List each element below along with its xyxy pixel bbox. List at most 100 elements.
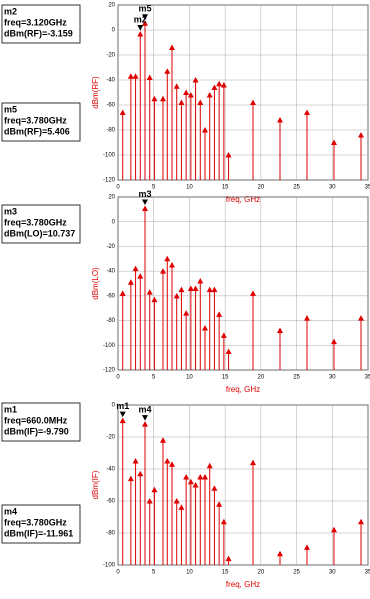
stem-head [178,99,185,105]
x-tick-label: 30 [329,375,336,381]
stem-head [216,501,223,507]
stem-head [331,338,337,345]
y-tick-label: -100 [103,153,116,159]
marker-name: m1 [116,401,129,411]
stem-head [137,470,144,477]
y-tick-label: -120 [103,368,116,374]
stem-head [304,544,310,550]
stem-head [151,95,158,102]
marker-box-freq: freq=3.780GHz [4,517,67,527]
x-tick-label: 20 [258,570,265,576]
stem-head [160,268,166,274]
stem-head [173,292,180,299]
marker-box-name: m3 [4,206,17,216]
stem-head [216,311,223,317]
plot-frame [117,196,369,371]
stem-head [151,296,158,303]
marker-box-freq: freq=3.780GHz [4,115,67,125]
stem-head [183,474,190,480]
stem-head [250,459,256,466]
marker [142,199,148,205]
stem-head [178,286,185,293]
stem-head [137,30,144,37]
y-axis-label: dBm(RF) [91,76,100,109]
x-tick-label: 20 [258,375,265,381]
marker-name: m5 [138,4,151,14]
stem-head [132,73,139,79]
stem-head [211,286,218,293]
stem-head [206,92,213,98]
marker-box-name: m4 [4,506,17,516]
marker-name: m2 [134,14,147,24]
stem-head [119,290,126,296]
marker [142,14,148,20]
y-tick-label: 0 [112,28,116,34]
stem-head [225,348,232,354]
y-tick-label: -20 [106,244,115,250]
stem-head [142,205,148,211]
x-tick-label: 0 [116,375,120,381]
stem-head [225,152,232,158]
marker-box-value: dBm(RF)=5.406 [4,126,70,136]
x-tick-label: 35 [365,185,370,191]
stem-head [173,83,180,89]
x-tick-label: 35 [365,570,370,576]
stem-head [119,109,126,115]
x-tick-label: 10 [186,185,193,191]
y-axis-label: dBm(IF) [91,470,100,499]
stem-head [216,80,223,87]
x-axis-label: freq, GHz [226,195,260,204]
stem-head [304,315,310,321]
marker-box-freq: freq=3.780GHz [4,217,67,227]
x-tick-label: 15 [222,375,229,381]
stem-head [142,20,148,26]
marker-box [1,402,81,442]
marker-name: m3 [138,189,151,199]
marker-box [1,204,81,244]
stem-head [250,290,256,296]
marker-box [1,102,81,142]
stem-head [358,518,364,525]
stem-head [187,285,194,291]
x-axis-label: freq, GHz [226,385,260,394]
y-tick-label: -80 [106,318,115,324]
stem-head [164,68,171,74]
stem-head [160,437,166,443]
x-tick-label: 5 [152,185,156,191]
y-tick-label: 20 [108,3,115,9]
stem-head [142,421,148,427]
y-tick-label: -60 [106,499,115,505]
stem-head [169,261,175,268]
marker-box-value: dBm(LO)=10.737 [4,228,75,238]
stem-head [220,332,227,338]
y-tick-label: -40 [106,467,115,473]
x-tick-label: 30 [329,185,336,191]
stem-head [169,44,175,50]
y-tick-label: -40 [106,269,115,275]
x-tick-label: 10 [186,570,193,576]
stem-head [331,526,337,533]
stem-head [178,504,185,510]
stem-head [197,474,204,480]
x-tick-label: 25 [293,375,300,381]
stem-head [169,461,175,467]
stem-head [202,127,208,133]
y-tick-label: 20 [108,195,115,201]
stem-head [197,278,204,284]
y-axis-label: dBm(LO) [91,267,100,300]
x-tick-label: 30 [329,570,336,576]
stem-head [206,462,213,469]
marker-box-name: m1 [4,404,17,414]
stem-head [146,289,153,295]
stem-head [192,77,199,83]
stem-head [211,485,218,491]
stem-head [225,555,232,562]
y-tick-label: -80 [106,531,115,537]
plot-frame [117,4,369,181]
marker-box-freq: freq=3.120GHz [4,17,67,27]
stem-head [187,92,194,98]
marker-box-value: dBm(IF)=-11.961 [4,528,73,538]
marker [137,24,144,31]
stem-head [146,74,153,80]
